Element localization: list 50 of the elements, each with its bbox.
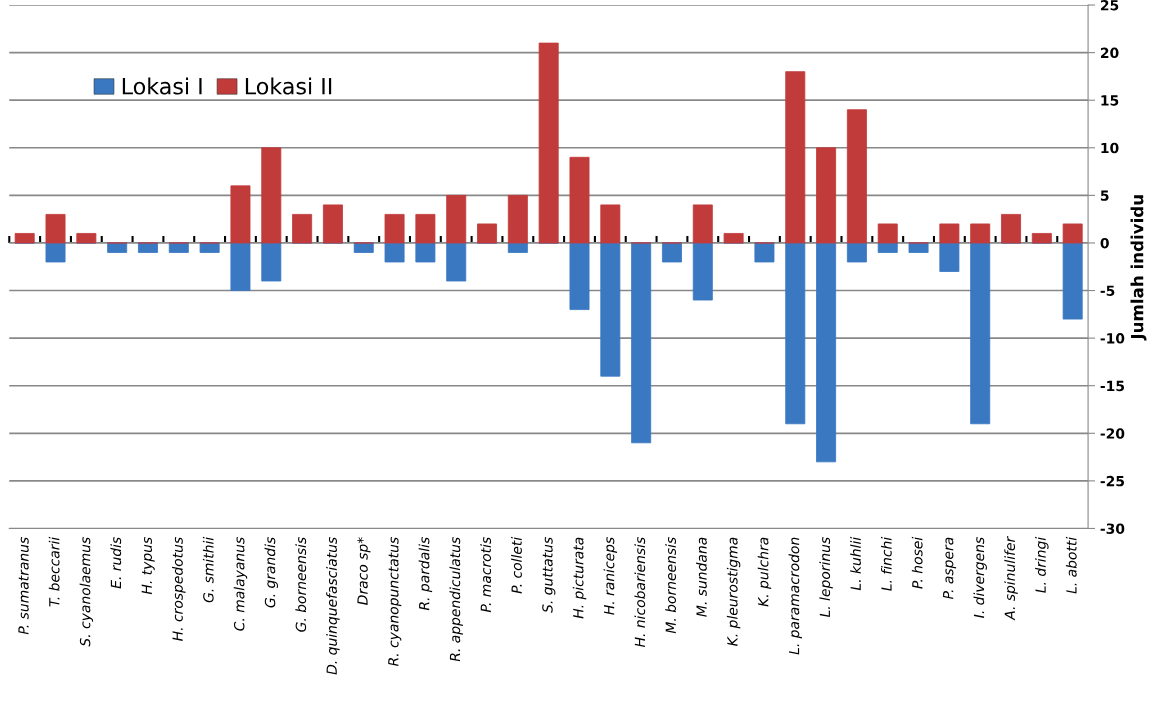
x-tick-label: P. sumatranus [18,537,29,635]
x-tick-label: S. guttatus [542,537,556,613]
x-tick-label: L. dringi [1035,536,1049,593]
x-tick-label: L. kuhlii [850,536,861,591]
legend-label: Lokasi I [122,77,202,95]
y-tick-label: 20 [1100,47,1119,59]
x-tick-label: H. crospedotus [172,537,186,641]
x-tick-label: D. quinquefasciatus [326,537,340,675]
x-tick-label: G. borneensis [295,537,307,632]
x-tick-label: H. nicobariensis [634,537,646,648]
x-tick-label: R. pardalis [418,537,433,611]
x-tick-label: H. typus [141,537,155,595]
y-tick-label: -15 [1100,380,1125,392]
y-axis-title: Jumlah individu [1130,195,1147,341]
x-tick-label: S. cyanolaemus [79,537,94,647]
y-tick-label: -5 [1100,285,1115,297]
x-tick-label: P. macrotis [480,537,492,613]
x-tick-label: P. hosei [911,536,923,589]
x-tick-label: L. paramacrodon [788,537,802,655]
x-tick-label: K. pulchra [757,537,772,607]
y-tick-label: 15 [1101,95,1119,106]
x-tick-label: P. colleti [511,536,522,594]
x-tick-label: L. leporinus [819,537,833,618]
x-tick-label: C. malayanus [233,537,248,631]
y-tick-label: -20 [1100,428,1125,439]
y-tick-label: -10 [1100,333,1125,344]
x-tick-label: P. aspera [943,537,957,600]
x-tick-label: R. appendiculatus [449,537,463,662]
x-tick-label: G. grandis [264,537,278,608]
x-tick-label: M. sundana [696,537,707,617]
x-tick-label: M. borneensis [665,537,676,634]
x-tick-label: A. spinulifer [1004,536,1018,621]
x-tick-label: E. rudis [110,537,122,589]
x-tick-label: R. cyanopunctatus [388,537,402,667]
x-tick-label: T. beccarii [48,536,60,607]
x-tick-label: G. smithii [202,536,214,603]
x-tick-label: Draco sp* [357,537,371,605]
y-tick-label: 10 [1101,142,1119,154]
y-tick-label: -30 [1100,523,1125,534]
y-tick-label: 25 [1100,0,1119,11]
y-tick-label: -25 [1100,475,1125,487]
x-tick-label: K. pleurostigma [726,537,741,646]
x-tick-label: H. raniceps [603,537,618,615]
y-tick-label: 5 [1100,190,1109,201]
y-tick-label: 0 [1100,237,1109,249]
x-tick-label: L. finchi [881,536,892,591]
legend-label: Lokasi II [245,77,332,95]
x-tick-label: L. abotti [1065,536,1077,594]
x-tick-label: H. picturata [572,537,587,619]
x-tick-label: I. divergens [973,537,987,618]
